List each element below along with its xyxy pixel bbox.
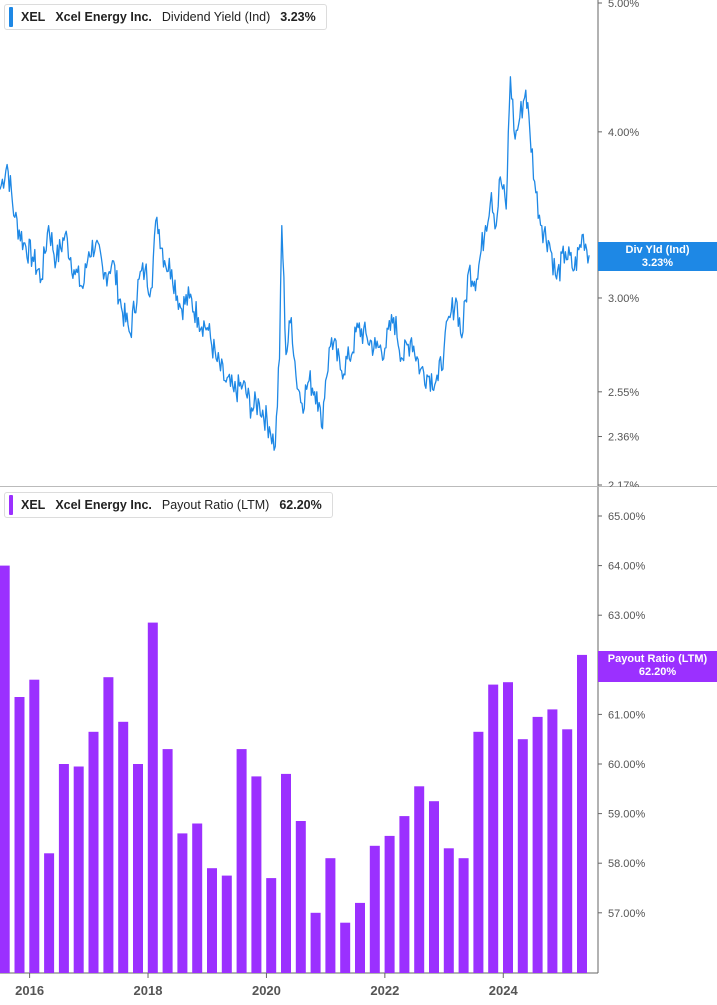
payout-ratio-bar [414,786,425,973]
payout-ratio-bar [147,622,158,973]
payout-ratio-bar [118,721,129,973]
top-legend: XEL Xcel Energy Inc. Dividend Yield (Ind… [4,4,327,30]
bottom-y-tick-label: 59.00% [608,809,646,821]
payout-ratio-bar [73,766,84,973]
payout-ratio-bar [251,776,262,973]
bottom-y-tick-label: 64.00% [608,561,646,573]
payout-ratio-bar [473,731,484,973]
top-y-tick-label: 3.00% [608,293,639,305]
top-legend-ticker: XEL [21,10,46,24]
payout-ratio-bar [0,565,10,973]
payout-ratio-bar [547,709,558,973]
payout-ratio-bar [517,739,528,973]
x-tick-label: 2016 [15,983,44,998]
payout-ratio-tag-value: 62.20% [638,666,677,678]
bottom-y-tick-label: 63.00% [608,610,646,622]
payout-ratio-bar [562,729,573,973]
payout-ratio-bar [88,731,99,973]
bottom-y-tick-label: 61.00% [608,709,646,721]
top-y-tick-label: 2.17% [608,480,639,487]
payout-ratio-bar [14,697,25,973]
top-legend-swatch [9,7,13,27]
payout-ratio-bar [44,853,55,973]
payout-ratio-tag-label: Payout Ratio (LTM) [607,653,708,665]
payout-ratio-bar [29,679,40,973]
payout-ratio-bar [221,875,232,973]
top-legend-value: 3.23% [280,10,316,24]
x-tick-label: 2020 [252,983,281,998]
payout-ratio-bar [325,858,336,973]
dividend-yield-tag-label: Div Yld (Ind) [625,244,690,256]
bottom-legend-value: 62.20% [279,498,322,512]
bottom-legend-ticker: XEL [21,498,46,512]
dividend-yield-chart: 5.00% 4.00% 3.00% 2.55% 2.36% 2.17% [0,0,717,487]
payout-ratio-bar [133,764,143,973]
payout-ratio-bar [369,845,380,973]
top-legend-company: Xcel Energy Inc. [55,10,152,24]
payout-ratio-bar [355,902,365,973]
bottom-y-tick-label: 57.00% [608,908,646,920]
bottom-y-tick-label: 58.00% [608,858,646,870]
x-tick-label: 2024 [489,983,519,998]
payout-ratio-bar [429,801,439,973]
payout-ratio-bar [236,749,247,973]
payout-ratio-value-tag: Payout Ratio (LTM) 62.20% [598,651,717,682]
payout-ratio-bar [266,878,277,973]
payout-ratio-bar [295,821,306,973]
payout-ratio-bar [503,682,513,973]
dividend-yield-tag-value: 3.23% [641,257,674,269]
payout-ratio-bar [310,912,321,973]
payout-ratio-bar [577,654,587,973]
payout-ratio-bar [103,677,114,973]
dividend-yield-line [0,76,590,451]
payout-ratio-bar [532,716,543,973]
bottom-legend-company: Xcel Energy Inc. [55,498,152,512]
payout-ratio-bar [207,868,217,973]
payout-ratio-bar [458,858,469,973]
bottom-legend-swatch [9,495,13,515]
top-legend-metric: Dividend Yield (Ind) [161,10,271,24]
top-y-tick-label: 2.55% [608,387,639,399]
bottom-legend: XEL Xcel Energy Inc. Payout Ratio (LTM) … [4,492,333,518]
payout-ratio-bar [192,823,203,973]
payout-ratio-bar [340,922,351,973]
x-tick-label: 2018 [134,983,163,998]
payout-ratio-chart: 65.00% 64.00% 63.00% 62.20% 61.00% 60.00% 59.0… [0,487,646,998]
payout-ratio-bar [384,835,395,973]
bottom-y-tick-label: 65.00% [608,511,646,523]
top-y-tick-label: 4.00% [608,127,639,139]
top-y-tick-label: 5.00% [608,0,639,10]
payout-ratio-bar [58,764,69,973]
payout-ratio-bar [443,848,454,973]
payout-ratio-bar [399,816,410,973]
payout-ratio-bar [162,749,173,973]
payout-ratio-bar [488,684,499,973]
payout-ratio-bar [177,833,188,973]
x-tick-label: 2022 [370,983,399,998]
top-y-tick-label: 2.36% [608,432,639,444]
payout-ratio-bar [281,773,291,973]
dividend-yield-value-tag: Div Yld (Ind) 3.23% [598,242,717,271]
bottom-y-tick-label: 60.00% [608,759,646,771]
bottom-legend-metric: Payout Ratio (LTM) [161,498,270,512]
